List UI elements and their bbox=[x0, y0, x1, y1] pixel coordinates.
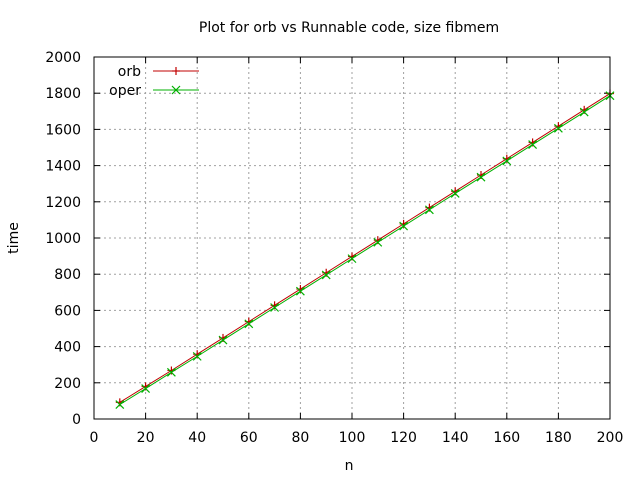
x-tick-label: 180 bbox=[545, 430, 572, 446]
data-point-oper-d2 bbox=[141, 384, 151, 394]
y-tick-label: 400 bbox=[54, 340, 81, 356]
data-point-oper-d2 bbox=[115, 400, 125, 409]
chart-title: Plot for orb vs Runnable code, size fibm… bbox=[199, 20, 499, 36]
data-point-oper bbox=[244, 319, 254, 329]
data-point-oper bbox=[373, 237, 383, 247]
data-point-oper-d2 bbox=[553, 123, 563, 133]
x-tick-label: 0 bbox=[90, 430, 99, 446]
y-tick-label: 600 bbox=[54, 303, 81, 319]
legend-marker-oper bbox=[171, 85, 181, 95]
y-tick-label: 1000 bbox=[45, 231, 81, 247]
y-tick-label: 800 bbox=[54, 267, 81, 283]
x-tick-label: 20 bbox=[137, 430, 155, 446]
data-point-oper-d2 bbox=[192, 351, 202, 361]
data-point-oper-d2 bbox=[321, 270, 331, 280]
data-point-oper-d2 bbox=[347, 254, 357, 264]
x-tick-label: 60 bbox=[240, 430, 258, 446]
data-point-oper-d2 bbox=[218, 335, 228, 345]
legend-label-orb: orb bbox=[118, 64, 141, 80]
x-axis-label: n bbox=[345, 458, 354, 474]
y-tick-label: 0 bbox=[72, 412, 81, 428]
legend-marker-orb bbox=[172, 67, 180, 75]
data-point-oper-d2 bbox=[166, 367, 176, 377]
y-tick-label: 1600 bbox=[45, 122, 81, 138]
data-point-oper bbox=[321, 270, 331, 280]
series-group bbox=[115, 89, 615, 409]
y-tick-label: 1200 bbox=[45, 195, 81, 211]
series-line-oper bbox=[119, 95, 611, 405]
y-tick-label: 1800 bbox=[45, 86, 81, 102]
data-point-oper bbox=[528, 140, 538, 150]
y-tick-label: 2000 bbox=[45, 50, 81, 66]
legend: orb oper bbox=[109, 64, 199, 99]
axis-ticks: 0 20 40 60 80 100 120 140 160 180 2000200400600800… bbox=[45, 50, 623, 446]
x-tick-label: 40 bbox=[188, 430, 206, 446]
data-point-oper-d2 bbox=[373, 237, 383, 247]
data-point-oper bbox=[192, 351, 202, 361]
data-point-oper bbox=[295, 286, 305, 296]
data-point-oper bbox=[450, 189, 460, 198]
x-tick-label: 100 bbox=[339, 430, 366, 446]
data-point-oper bbox=[115, 400, 125, 409]
data-point-oper bbox=[579, 107, 589, 117]
data-point-oper-d2 bbox=[424, 205, 434, 215]
data-point-oper-d2 bbox=[476, 172, 486, 182]
y-axis-label: time bbox=[6, 222, 22, 254]
data-point-oper-d2 bbox=[502, 156, 512, 166]
x-tick-label: 80 bbox=[291, 430, 309, 446]
x-tick-label: 200 bbox=[597, 430, 624, 446]
data-point-oper bbox=[424, 205, 434, 215]
grid-lines bbox=[94, 57, 610, 419]
data-point-oper-d2 bbox=[399, 221, 409, 231]
data-point-oper bbox=[218, 335, 228, 345]
x-tick-label: 160 bbox=[493, 430, 520, 446]
data-point-oper bbox=[553, 123, 563, 133]
data-point-oper-d2 bbox=[450, 189, 460, 198]
data-point-oper bbox=[270, 303, 280, 312]
y-tick-label: 1400 bbox=[45, 159, 81, 175]
plot-frame bbox=[93, 56, 611, 420]
data-point-oper bbox=[476, 172, 486, 182]
data-point-oper bbox=[502, 156, 512, 166]
data-point-oper bbox=[141, 384, 151, 394]
data-point-oper-d2 bbox=[270, 303, 280, 312]
data-point-oper-d2 bbox=[528, 140, 538, 150]
x-tick-label: 140 bbox=[442, 430, 469, 446]
data-point-oper bbox=[347, 254, 357, 264]
y-tick-label: 200 bbox=[54, 376, 81, 392]
series-line-orb bbox=[119, 93, 611, 403]
x-tick-label: 120 bbox=[390, 430, 417, 446]
data-point-oper-d2 bbox=[579, 107, 589, 117]
data-point-oper bbox=[399, 221, 409, 231]
data-point-oper-d2 bbox=[244, 319, 254, 329]
data-point-oper-d2 bbox=[295, 286, 305, 296]
data-point-oper bbox=[166, 367, 176, 377]
legend-marker-oper-d2 bbox=[171, 85, 181, 95]
legend-label-oper: oper bbox=[109, 83, 141, 99]
